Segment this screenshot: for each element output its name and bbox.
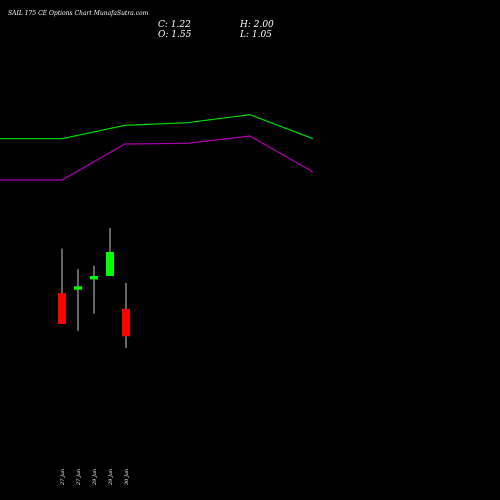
indicator-line-1: [0, 135, 314, 181]
indicator-lines: [0, 114, 314, 181]
x-tick-label-1: 27 Jan: [76, 469, 82, 486]
x-tick-label-3: 29 Jan: [108, 469, 114, 486]
candlesticks: [58, 228, 130, 348]
candle-body-2: [90, 276, 98, 280]
candle-body-3: [106, 252, 114, 276]
indicator-line-0: [0, 114, 314, 140]
low-readout: L: 1.05: [239, 30, 272, 40]
x-tick-label-4: 30 Jan: [124, 469, 130, 485]
close-readout: C: 1.22: [158, 20, 191, 30]
x-tick-label-2: 29 Jan: [92, 469, 98, 486]
chart-title: SAIL 175 CE Options Chart MunafaSutra.co…: [8, 10, 149, 17]
open-readout: O: 1.55: [158, 30, 192, 40]
high-readout: H: 2.00: [239, 20, 274, 30]
x-axis-ticks: 27 Jan 27 Jan 29 Jan 29 Jan 30 Jan: [60, 469, 130, 486]
candle-body-0: [58, 293, 66, 324]
x-tick-label-0: 27 Jan: [60, 469, 66, 486]
candle-body-1: [74, 286, 82, 290]
candle-body-4: [122, 308, 130, 337]
